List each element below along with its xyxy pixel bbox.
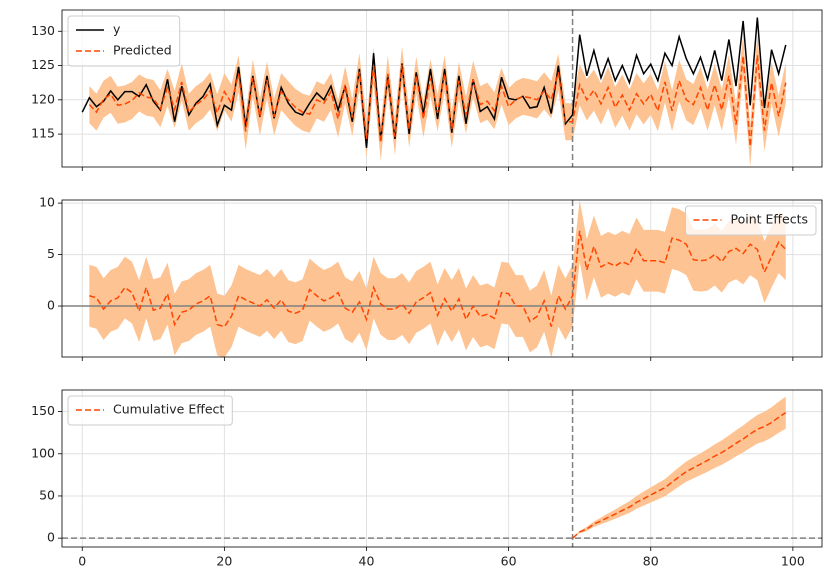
axes-frame	[61, 389, 823, 548]
y-tick-label: 10	[39, 195, 55, 210]
plot-area	[62, 200, 822, 357]
legend-box	[685, 205, 817, 236]
series-line	[572, 411, 787, 539]
x-tick-label: 60	[501, 554, 517, 569]
y-tick-label: 100	[31, 445, 55, 460]
legend-label: Cumulative Effect	[113, 402, 224, 417]
legend-label: Point Effects	[731, 212, 809, 227]
y-tick-label: 5	[47, 246, 55, 261]
x-tick-label: 100	[781, 554, 805, 569]
x-tick-label: 20	[216, 554, 232, 569]
y-tick-label: 150	[31, 403, 55, 418]
x-tick-label: 80	[643, 554, 659, 569]
legend-label: y	[113, 22, 121, 37]
legend-box	[67, 15, 181, 67]
panel: 0 5 10 Point Effects	[39, 195, 823, 361]
legend-label: Predicted	[113, 43, 172, 58]
legend: Cumulative Effect	[67, 395, 233, 426]
y-tick-label: 0	[47, 298, 55, 313]
panel: 115 120 125 130 y Predicted	[31, 9, 823, 171]
confidence-band	[572, 396, 786, 539]
x-tick-label: 40	[359, 554, 375, 569]
series-line	[89, 230, 787, 328]
y-tick-label: 130	[31, 23, 55, 38]
legend-box	[67, 395, 233, 426]
axes-frame	[61, 199, 823, 358]
axes-frame	[61, 9, 823, 168]
y-tick-label: 115	[31, 126, 55, 141]
y-tick-label: 0	[47, 530, 55, 545]
x-tick-label: 0	[78, 554, 86, 569]
confidence-band	[89, 200, 786, 357]
legend: y Predicted	[67, 15, 181, 67]
plot-area	[62, 390, 822, 547]
y-tick-label: 50	[39, 487, 55, 502]
y-tick-label: 125	[31, 57, 55, 72]
plot-area	[81, 10, 787, 167]
legend: Point Effects	[685, 205, 817, 236]
panel: 0 50 100 150 0 20 40 60 80 100 Cumulative Effect	[31, 389, 823, 569]
y-tick-label: 120	[31, 91, 55, 106]
series-line	[88, 55, 787, 147]
confidence-band	[89, 34, 786, 167]
